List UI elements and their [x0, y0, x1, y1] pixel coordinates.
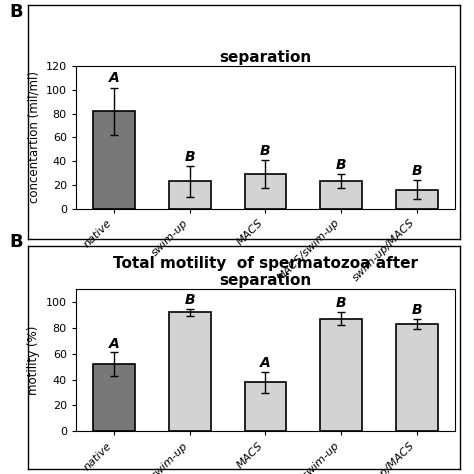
Text: B: B: [411, 164, 422, 178]
Text: B: B: [411, 303, 422, 317]
Y-axis label: concentartion (mil/ml): concentartion (mil/ml): [27, 72, 40, 203]
Text: B: B: [184, 292, 195, 307]
Text: B: B: [9, 3, 23, 21]
Bar: [320, 319, 362, 431]
Bar: [169, 312, 210, 431]
Title: separation: separation: [219, 50, 311, 65]
Title: Total motility  of spermatozoa after
separation: Total motility of spermatozoa after sepa…: [113, 255, 418, 288]
Bar: [169, 182, 210, 209]
Text: A: A: [260, 356, 271, 370]
Text: B: B: [184, 149, 195, 164]
Bar: [320, 182, 362, 209]
Text: B: B: [9, 233, 23, 251]
Text: A: A: [109, 71, 119, 85]
Bar: [245, 382, 286, 431]
Text: A: A: [109, 337, 119, 351]
Text: B: B: [336, 158, 346, 172]
Bar: [93, 364, 135, 431]
Text: B: B: [260, 144, 271, 158]
Bar: [245, 174, 286, 209]
Text: B: B: [336, 296, 346, 310]
Bar: [93, 111, 135, 209]
Bar: [396, 324, 438, 431]
Y-axis label: motility (%): motility (%): [27, 326, 40, 395]
Bar: [396, 190, 438, 209]
